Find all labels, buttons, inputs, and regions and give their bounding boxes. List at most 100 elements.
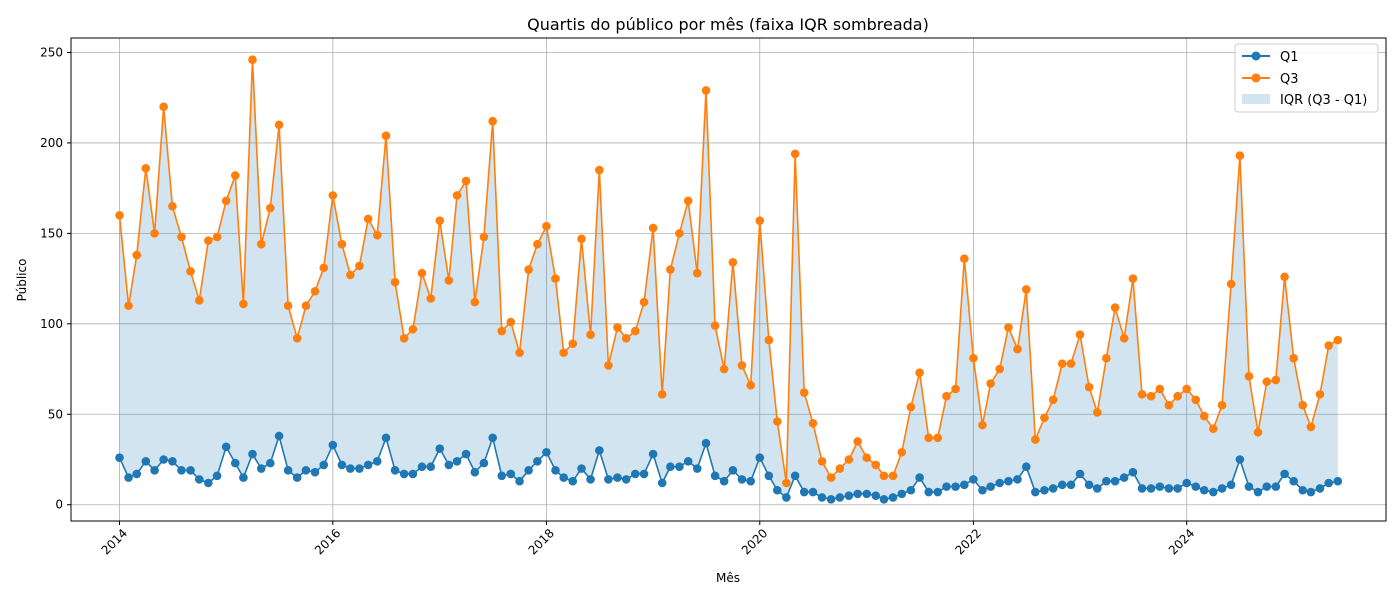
point-q3 bbox=[764, 335, 774, 345]
point-q1 bbox=[1048, 484, 1058, 493]
point-q1 bbox=[683, 457, 693, 466]
point-q3 bbox=[737, 361, 747, 370]
point-q1 bbox=[390, 466, 400, 475]
point-q3 bbox=[444, 276, 454, 285]
point-q3 bbox=[1075, 330, 1085, 339]
point-q3 bbox=[1146, 391, 1156, 401]
point-q1 bbox=[310, 467, 320, 477]
point-q3 bbox=[692, 268, 702, 278]
y-axis-ticks: 0 50 100 150 200 250 bbox=[40, 45, 71, 512]
point-q3 bbox=[1262, 377, 1272, 387]
point-q3 bbox=[310, 286, 320, 296]
point-q1 bbox=[1324, 478, 1334, 488]
point-q1 bbox=[1040, 485, 1049, 495]
point-q3 bbox=[381, 131, 391, 140]
point-q3 bbox=[782, 478, 791, 488]
point-q3 bbox=[533, 239, 542, 249]
point-q1 bbox=[853, 489, 862, 499]
point-q1 bbox=[826, 494, 836, 504]
legend-frame bbox=[1234, 43, 1379, 113]
point-q1 bbox=[194, 475, 204, 484]
point-q1 bbox=[1244, 482, 1254, 491]
point-q1 bbox=[710, 471, 720, 481]
point-q3 bbox=[862, 453, 872, 462]
y-axis-label: Público bbox=[15, 259, 29, 302]
point-q1 bbox=[844, 491, 854, 500]
point-q3 bbox=[1280, 272, 1289, 282]
point-q3 bbox=[452, 191, 462, 200]
point-q3 bbox=[497, 326, 507, 336]
point-q1 bbox=[355, 464, 364, 473]
y-tick-label: 0 bbox=[55, 498, 63, 512]
point-q3 bbox=[879, 471, 889, 481]
point-q1 bbox=[1217, 484, 1227, 493]
point-q1 bbox=[737, 475, 747, 484]
point-q3 bbox=[256, 239, 266, 249]
point-q1 bbox=[871, 491, 881, 500]
point-q3 bbox=[1253, 428, 1263, 437]
legend-iqr-swatch bbox=[1242, 94, 1270, 104]
point-q1 bbox=[1084, 480, 1094, 490]
point-q1 bbox=[1119, 473, 1129, 482]
point-q1 bbox=[124, 473, 133, 482]
point-q3 bbox=[897, 447, 907, 457]
point-q3 bbox=[960, 254, 969, 263]
point-q3 bbox=[933, 433, 943, 443]
point-q3 bbox=[1128, 274, 1138, 283]
point-q1 bbox=[1066, 480, 1076, 490]
x-tick-label: 2020 bbox=[739, 526, 770, 557]
point-q3 bbox=[1048, 395, 1058, 405]
point-q3 bbox=[301, 301, 311, 311]
legend-q1-label: Q1 bbox=[1280, 50, 1299, 65]
point-q1 bbox=[328, 440, 338, 450]
point-q3 bbox=[1102, 353, 1111, 363]
point-q1 bbox=[1155, 482, 1165, 491]
point-q1 bbox=[595, 446, 604, 455]
point-q3 bbox=[657, 390, 667, 399]
point-q1 bbox=[666, 462, 675, 472]
point-q3 bbox=[1298, 400, 1308, 410]
point-q3 bbox=[1271, 375, 1281, 385]
point-q1 bbox=[1013, 475, 1022, 484]
point-q1 bbox=[879, 494, 889, 504]
point-q1 bbox=[790, 471, 800, 481]
point-q1 bbox=[204, 478, 213, 488]
point-q3 bbox=[871, 460, 881, 470]
point-q1 bbox=[773, 485, 782, 495]
point-q1 bbox=[444, 460, 454, 470]
y-tick-label: 150 bbox=[40, 226, 63, 240]
point-q1 bbox=[764, 471, 774, 481]
point-q1 bbox=[1209, 487, 1218, 497]
point-q3 bbox=[1057, 359, 1067, 368]
point-q3 bbox=[1040, 413, 1049, 423]
point-q1 bbox=[346, 464, 355, 473]
point-q1 bbox=[969, 475, 978, 484]
point-q1 bbox=[470, 467, 480, 477]
x-tick-label: 2022 bbox=[952, 526, 983, 557]
point-q1 bbox=[524, 466, 533, 475]
point-q1 bbox=[933, 487, 943, 497]
point-q3 bbox=[915, 368, 924, 377]
legend-q3-marker bbox=[1251, 73, 1261, 83]
point-q1 bbox=[1146, 484, 1156, 493]
point-q3 bbox=[1289, 353, 1298, 363]
point-q3 bbox=[417, 268, 427, 278]
point-q1 bbox=[1182, 478, 1191, 488]
point-q3 bbox=[639, 297, 649, 307]
point-q3 bbox=[817, 457, 827, 466]
point-q3 bbox=[1333, 335, 1343, 345]
point-q1 bbox=[862, 489, 872, 499]
point-q3 bbox=[1092, 408, 1102, 417]
point-q1 bbox=[1306, 487, 1316, 497]
point-q3 bbox=[470, 297, 480, 307]
point-q1 bbox=[568, 476, 578, 486]
point-q3 bbox=[542, 221, 551, 231]
point-q3 bbox=[1324, 341, 1334, 350]
series-points bbox=[115, 55, 1343, 504]
point-q3 bbox=[363, 214, 373, 224]
point-q3 bbox=[1164, 400, 1174, 410]
point-q1 bbox=[817, 493, 827, 502]
point-q1 bbox=[239, 473, 248, 482]
point-q1 bbox=[1262, 482, 1272, 491]
point-q3 bbox=[506, 317, 516, 327]
